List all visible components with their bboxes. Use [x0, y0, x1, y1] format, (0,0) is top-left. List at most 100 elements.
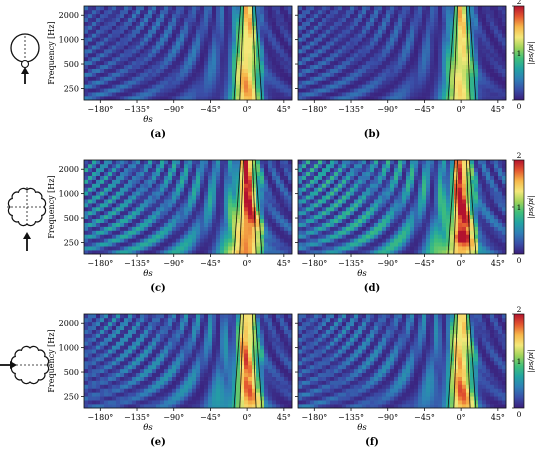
- heatmap-cell: [370, 218, 375, 223]
- heatmap-cell: [450, 13, 455, 19]
- heatmap-cell: [358, 167, 363, 173]
- heatmap-cell: [288, 49, 293, 54]
- heatmap-cell: [430, 210, 435, 216]
- heatmap-cell: [378, 60, 383, 66]
- heatmap-cell: [454, 56, 459, 62]
- heatmap-cell: [280, 167, 285, 173]
- heatmap-cell: [108, 218, 113, 223]
- heatmap-cell: [382, 218, 387, 223]
- heatmap-cell: [276, 238, 281, 243]
- heatmap-cell: [426, 56, 431, 62]
- heatmap-cell: [382, 195, 387, 200]
- heatmap-cell: [284, 214, 289, 220]
- heatmap-cell: [128, 250, 133, 255]
- heatmap-cell: [276, 76, 281, 81]
- heatmap-cell: [406, 76, 411, 81]
- heatmap-cell: [386, 246, 391, 251]
- heatmap-cell: [140, 203, 145, 208]
- heatmap-cell: [378, 9, 383, 15]
- heatmap-cell: [326, 64, 331, 69]
- heatmap-cell: [458, 203, 463, 208]
- heatmap-cell: [398, 214, 403, 220]
- heatmap-cell: [244, 238, 249, 243]
- heatmap-cell: [342, 17, 347, 22]
- heatmap-cell: [212, 6, 217, 11]
- heatmap-cell: [398, 84, 403, 89]
- heatmap-cell: [374, 175, 379, 180]
- heatmap-cell: [288, 13, 293, 19]
- heatmap-cell: [160, 6, 165, 11]
- heatmap-cell: [144, 64, 149, 69]
- heatmap-cell: [462, 199, 467, 204]
- heatmap-cell: [196, 6, 201, 11]
- heatmap-cell: [382, 6, 387, 11]
- heatmap-cell: [454, 226, 459, 231]
- heatmap-cell: [224, 80, 229, 85]
- heatmap-cell: [284, 171, 289, 176]
- heatmap-cell: [108, 80, 113, 85]
- heatmap-cell: [176, 179, 181, 184]
- heatmap-cell: [140, 187, 145, 192]
- heatmap-cell: [378, 80, 383, 85]
- heatmap-cell: [306, 167, 311, 173]
- heatmap-cell: [88, 72, 93, 77]
- heatmap-cell: [100, 234, 105, 239]
- heatmap-cell: [318, 214, 323, 220]
- heatmap-cell: [398, 76, 403, 81]
- heatmap-cell: [188, 64, 193, 69]
- heatmap-cell: [252, 163, 257, 169]
- heatmap-cell: [116, 179, 121, 184]
- heatmap-cell: [184, 25, 189, 30]
- heatmap-cell: [346, 6, 351, 11]
- heatmap-cell: [302, 226, 307, 231]
- heatmap-cell: [334, 84, 339, 89]
- heatmap-cell: [136, 72, 141, 77]
- heatmap-cell: [124, 214, 129, 220]
- heatmap-cell: [402, 88, 407, 93]
- heatmap-cell: [354, 175, 359, 180]
- heatmap-cell: [330, 203, 335, 208]
- heatmap-cell: [382, 80, 387, 85]
- heatmap-cell: [220, 210, 225, 216]
- heatmap-cell: [502, 64, 507, 69]
- heatmap-cell: [430, 92, 435, 97]
- heatmap-cell: [494, 92, 499, 97]
- heatmap-cell: [330, 183, 335, 188]
- heatmap-cell: [112, 17, 117, 22]
- heatmap-cell: [362, 53, 367, 58]
- heatmap-cell: [346, 84, 351, 89]
- heatmap-cell: [260, 80, 265, 85]
- heatmap-cell: [362, 6, 367, 11]
- heatmap-cell: [124, 33, 129, 38]
- heatmap-cell: [124, 41, 129, 46]
- heatmap-cell: [164, 25, 169, 30]
- heatmap-cell: [284, 21, 289, 26]
- heatmap-cell: [168, 230, 173, 235]
- heatmap-cell: [478, 72, 483, 77]
- heatmap-cell: [426, 171, 431, 176]
- heatmap-cell: [152, 76, 157, 81]
- heatmap-cell: [152, 29, 157, 34]
- heatmap-cell: [326, 88, 331, 93]
- heatmap-cell: [366, 163, 371, 169]
- heatmap-cell: [422, 226, 427, 231]
- heatmap-cell: [192, 203, 197, 208]
- heatmap-cell: [490, 76, 495, 81]
- heatmap-cell: [434, 64, 439, 69]
- heatmap-cell: [228, 222, 233, 227]
- heatmap-cell: [298, 238, 303, 243]
- heatmap-cell: [470, 13, 475, 19]
- heatmap-cell: [212, 163, 217, 169]
- heatmap-cell: [160, 13, 165, 19]
- heatmap-cell: [156, 183, 161, 188]
- heatmap-cell: [164, 9, 169, 15]
- heatmap-cell: [88, 80, 93, 85]
- heatmap-cell: [204, 187, 209, 192]
- heatmap-cell: [486, 234, 491, 239]
- heatmap-cell: [358, 76, 363, 81]
- heatmap-cell: [84, 45, 89, 50]
- heatmap-cell: [354, 37, 359, 42]
- heatmap-cell: [366, 246, 371, 251]
- heatmap-cell: [84, 167, 89, 173]
- heatmap-cell: [84, 187, 89, 192]
